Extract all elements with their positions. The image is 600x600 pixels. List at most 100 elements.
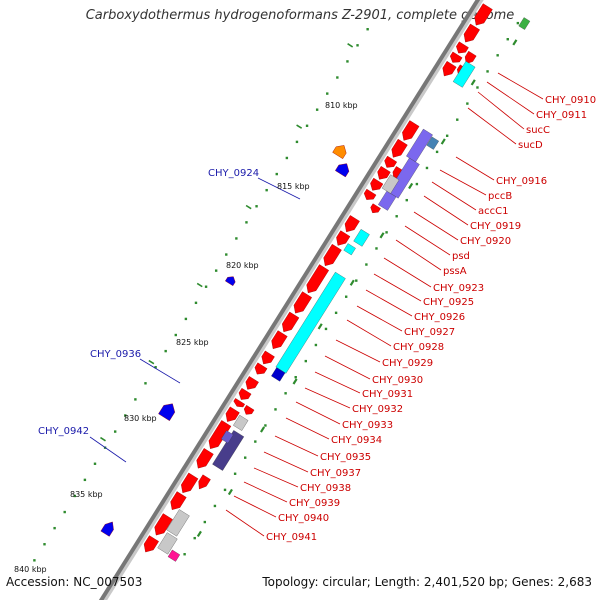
gene-label[interactable]: CHY_0928	[393, 342, 444, 353]
gene-arrow	[377, 165, 391, 180]
gene-label[interactable]: pccB	[488, 191, 512, 202]
inner-dot-track	[183, 21, 520, 556]
gene-arrow	[306, 264, 330, 294]
gene-arrow	[143, 535, 159, 553]
blue-feature	[271, 367, 286, 382]
scale-ticks: 810 kbp 815 kbp 820 kbp 825 kbp 830 kbp …	[14, 101, 358, 574]
gene-arrow	[335, 163, 350, 178]
gene-label[interactable]: CHY_0910	[545, 95, 596, 106]
green-marker	[349, 279, 355, 286]
leader-line	[431, 181, 477, 211]
gene-arrow	[233, 398, 246, 408]
gray-feature	[157, 532, 178, 555]
gene-label[interactable]: pssA	[443, 266, 467, 277]
track-dot	[304, 359, 307, 363]
leader-line	[225, 509, 265, 537]
track-dot	[33, 559, 36, 562]
gene-label[interactable]: CHY_0931	[362, 389, 413, 400]
cyan-feature	[275, 271, 346, 374]
gene-label[interactable]: CHY_0932	[352, 404, 403, 415]
gene-label[interactable]: CHY_0940	[278, 513, 329, 524]
gene-arrow	[243, 404, 255, 415]
green-marker	[470, 79, 476, 86]
gene-label[interactable]: accC1	[478, 206, 508, 217]
track-dot	[425, 166, 429, 170]
gene-label[interactable]: CHY_0926	[414, 312, 465, 323]
leader-line	[233, 495, 277, 518]
track-dot	[193, 536, 196, 540]
track-dot	[225, 253, 228, 256]
track-dot	[255, 205, 258, 208]
gene-label[interactable]: CHY_0919	[470, 221, 521, 232]
track-dot	[336, 76, 339, 79]
green-marker	[292, 378, 298, 385]
track-dot	[496, 54, 499, 57]
gene-label[interactable]: CHY_0923	[433, 283, 484, 294]
gene-arrow	[391, 138, 408, 158]
gene-label[interactable]: CHY_0929	[382, 358, 433, 369]
gene-arrow	[100, 521, 114, 537]
leader-line	[257, 177, 301, 200]
track-dot	[326, 92, 329, 95]
gene-label[interactable]: CHY_0938	[300, 483, 351, 494]
gene-arrow	[225, 406, 240, 422]
gene-label[interactable]: CHY_0920	[460, 236, 511, 247]
track-dot	[285, 156, 289, 160]
track-dot	[154, 366, 157, 369]
gene-arrow	[370, 203, 381, 214]
track-dot	[506, 38, 509, 41]
gene-label[interactable]: CHY_0925	[423, 297, 474, 308]
gene-labels-left: CHY_0924 CHY_0936 CHY_0942	[38, 168, 259, 437]
gene-arrow	[474, 3, 493, 26]
gene-arrow	[170, 491, 187, 510]
leader-line	[404, 225, 451, 256]
gene-arrow	[225, 276, 236, 287]
gene-arrow	[208, 420, 232, 449]
tick-label: 825 kbp	[176, 338, 209, 347]
green-marker	[196, 530, 202, 538]
leader-line	[335, 339, 381, 363]
gene-arrow	[323, 243, 342, 266]
gene-label[interactable]: CHY_0939	[289, 498, 340, 509]
gene-label[interactable]: CHY_0933	[342, 420, 393, 431]
gene-label[interactable]: CHY_0911	[536, 110, 587, 121]
leader-line	[263, 451, 309, 473]
leader-line	[423, 195, 469, 226]
outer-dot-track	[33, 28, 369, 562]
gene-label[interactable]: sucC	[526, 125, 550, 136]
gene-label[interactable]: CHY_0927	[404, 327, 455, 338]
leader-line	[324, 355, 371, 380]
green-marker	[379, 232, 385, 239]
gene-label[interactable]: CHY_0936	[90, 349, 141, 360]
track-dot	[254, 440, 257, 443]
gene-arrow	[336, 230, 351, 246]
gene-label[interactable]: CHY_0937	[310, 468, 361, 479]
leader-line	[395, 239, 442, 271]
leader-line	[89, 436, 127, 463]
track-dot	[213, 504, 217, 508]
tick-label: 820 kbp	[226, 261, 259, 270]
gene-arrow	[158, 403, 176, 421]
track-dot	[245, 221, 248, 224]
track-dot	[284, 392, 287, 395]
gene-label[interactable]: CHY_0941	[266, 532, 317, 543]
gene-label[interactable]: CHY_0916	[496, 176, 547, 187]
tick-label: 815 kbp	[277, 182, 310, 191]
gene-label[interactable]: sucD	[518, 140, 543, 151]
gene-label[interactable]: CHY_0935	[320, 452, 371, 463]
gene-label[interactable]: CHY_0924	[208, 168, 259, 179]
purple-feature	[220, 430, 234, 444]
gene-label[interactable]: CHY_0934	[331, 435, 382, 446]
accession-text: Accession: NC_007503	[6, 575, 143, 589]
gene-label[interactable]: CHY_0942	[38, 426, 89, 437]
kbp-tick	[100, 436, 106, 442]
gene-label[interactable]: psd	[452, 251, 470, 262]
gene-label[interactable]: CHY_0930	[372, 375, 423, 386]
track-dot	[174, 333, 177, 337]
track-dot	[244, 456, 247, 459]
track-dot	[324, 327, 328, 331]
gene-arrow	[238, 387, 252, 400]
track-dot	[43, 543, 46, 546]
genome-backbone-shadow	[101, 0, 484, 600]
